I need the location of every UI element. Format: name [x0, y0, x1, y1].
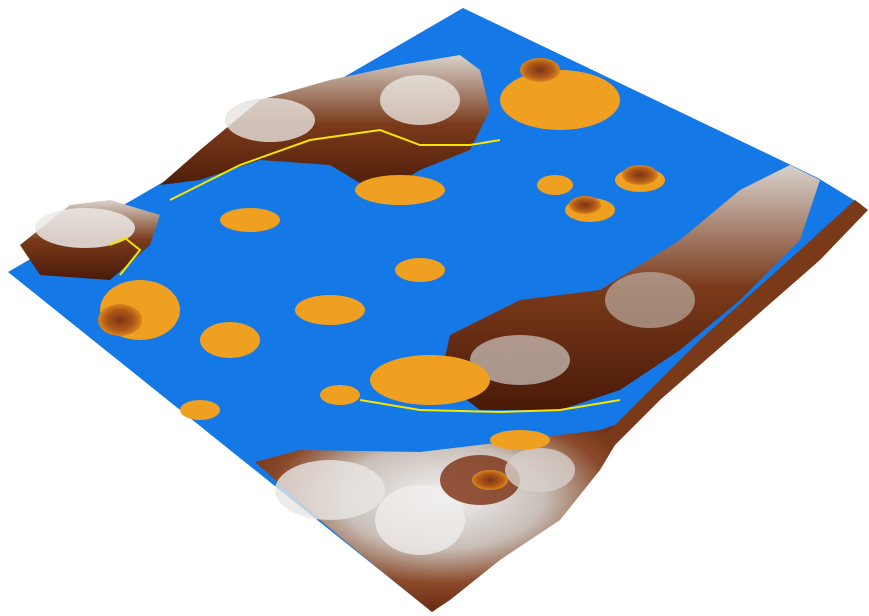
shallow [320, 385, 360, 405]
peak [470, 335, 570, 385]
boundary-line [169, 128, 501, 201]
shallow [200, 322, 260, 358]
boundary-line [109, 236, 142, 276]
shallow [220, 208, 280, 232]
hill [569, 196, 601, 214]
boundary-line [359, 399, 621, 414]
ridge [505, 448, 575, 492]
shallow [500, 70, 620, 130]
shallow [537, 175, 573, 195]
shallow [295, 295, 365, 325]
peak [35, 208, 135, 248]
peak [275, 460, 385, 520]
hills [98, 58, 658, 490]
shallow [180, 400, 220, 420]
shallow [490, 430, 550, 450]
hill [472, 470, 508, 490]
hill [622, 165, 658, 185]
peak [225, 98, 315, 142]
terrain-edge [600, 200, 868, 450]
hill [370, 355, 490, 405]
hill [98, 304, 142, 336]
shallows [100, 70, 665, 450]
shallow [395, 258, 445, 282]
hill [520, 58, 560, 82]
peak [605, 272, 695, 328]
shallow [355, 175, 445, 205]
peak [380, 75, 460, 125]
peak [375, 485, 465, 555]
